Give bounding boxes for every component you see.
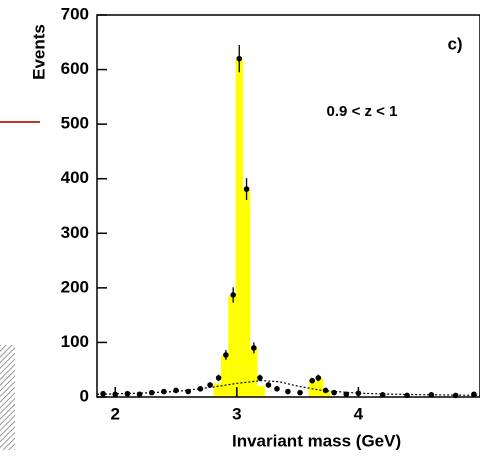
y-tick-label: 100 [61, 332, 89, 351]
data-point [124, 390, 131, 397]
data-point [309, 377, 316, 384]
x-axis-label: Invariant mass (GeV) [232, 431, 401, 450]
y-tick-label: 700 [61, 4, 89, 23]
y-tick-label: 600 [61, 59, 89, 78]
data-point [243, 186, 250, 192]
y-tick-label: 300 [61, 223, 89, 242]
y-tick-label: 0 [80, 386, 89, 405]
plot-frame [96, 14, 480, 398]
histogram-bar [235, 58, 243, 398]
data-point [173, 387, 179, 394]
data-point [471, 391, 477, 398]
data-point [257, 375, 263, 381]
data-point [331, 389, 337, 396]
histogram-bar [221, 356, 229, 397]
x-tick-label: 2 [111, 404, 120, 423]
data-point [428, 392, 435, 398]
x-tick-label: 4 [354, 404, 364, 423]
y-axis-label: Events [29, 24, 48, 80]
data-point [161, 388, 167, 395]
data-point [274, 386, 280, 392]
data-point [185, 388, 191, 395]
histogram-bar [323, 391, 331, 397]
data-point [452, 392, 459, 399]
histogram-bar [228, 296, 236, 397]
data-point [207, 382, 213, 388]
data-point [236, 55, 243, 62]
histogram-bar [257, 386, 265, 397]
data-point [230, 292, 236, 298]
x-tick-label: 3 [232, 404, 241, 423]
data-point [148, 389, 155, 396]
data-point [297, 389, 303, 396]
data-point [100, 390, 106, 397]
data-point [223, 352, 229, 358]
data-point [112, 391, 119, 398]
data-point [404, 392, 410, 399]
decoration-hatch [0, 345, 15, 450]
y-tick-label: 200 [61, 277, 89, 296]
histogram-bar [242, 189, 251, 397]
data-point [355, 390, 362, 396]
data-point [251, 345, 257, 351]
data-point [136, 391, 143, 398]
data-point [197, 386, 204, 392]
data-point [343, 391, 350, 398]
histogram-bar [315, 377, 324, 397]
data-point [322, 387, 329, 394]
data-point [379, 392, 386, 398]
data-point [265, 382, 272, 388]
histogram-bar [250, 347, 258, 397]
data-point [315, 375, 322, 381]
data-point [215, 375, 222, 381]
data-point [285, 388, 291, 395]
histogram-bar [213, 383, 222, 397]
y-tick-label: 500 [61, 114, 89, 133]
annotation: 0.9 < z < 1 [327, 103, 398, 120]
panel-label: c) [447, 34, 462, 53]
y-tick-label: 400 [61, 168, 89, 187]
